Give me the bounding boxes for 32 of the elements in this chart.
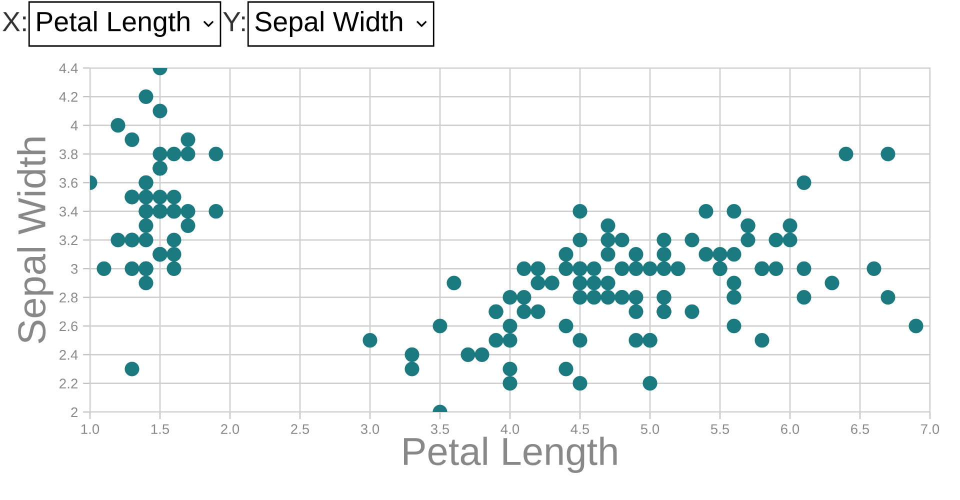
y-tick-label: 3.6 <box>59 178 78 188</box>
y-tick-label: 2.2 <box>60 378 78 388</box>
x-tick-label: 3.0 <box>360 424 380 434</box>
y-tick-label: 3 <box>71 264 78 274</box>
x-tick-label: 1.0 <box>81 424 100 434</box>
y-tick-label: 4.2 <box>59 92 78 102</box>
y-tick-label: 2.8 <box>60 292 78 303</box>
text: Y: <box>223 12 245 32</box>
y-tick-label: 2.4 <box>60 350 78 360</box>
y-tick-label: 3.4 <box>59 206 78 217</box>
x-tick-label: 6.5 <box>851 424 870 434</box>
x-tick-label: 1.5 <box>151 424 170 434</box>
x-axis-title: Petal Length <box>404 436 617 474</box>
x-tick-label: 2.0 <box>221 424 240 434</box>
text: X: <box>2 12 26 32</box>
x-tick-label: 6.0 <box>781 424 800 434</box>
y-tick-label: 4 <box>70 120 78 130</box>
y-tick-label: 2.6 <box>60 321 78 332</box>
x-tick-label: 4.0 <box>500 424 520 434</box>
x-tick-label: 5.5 <box>710 424 730 434</box>
x-tick-label: 7.0 <box>921 424 940 434</box>
x-tick-label: 3.5 <box>430 424 450 434</box>
text: Petal Length <box>37 11 190 37</box>
y-tick-label: 3.8 <box>59 149 78 160</box>
y-tick-label: 3.2 <box>59 235 78 246</box>
x-tick-label: 4.5 <box>570 424 590 434</box>
y-tick-label: 4.4 <box>59 63 78 74</box>
x-tick-label: 2.5 <box>291 424 310 434</box>
y-tick-label: 2 <box>71 407 78 418</box>
y-axis-title: Sepal Width <box>17 138 54 344</box>
text: Sepal Width <box>255 11 402 37</box>
x-tick-label: 5.0 <box>640 424 660 434</box>
